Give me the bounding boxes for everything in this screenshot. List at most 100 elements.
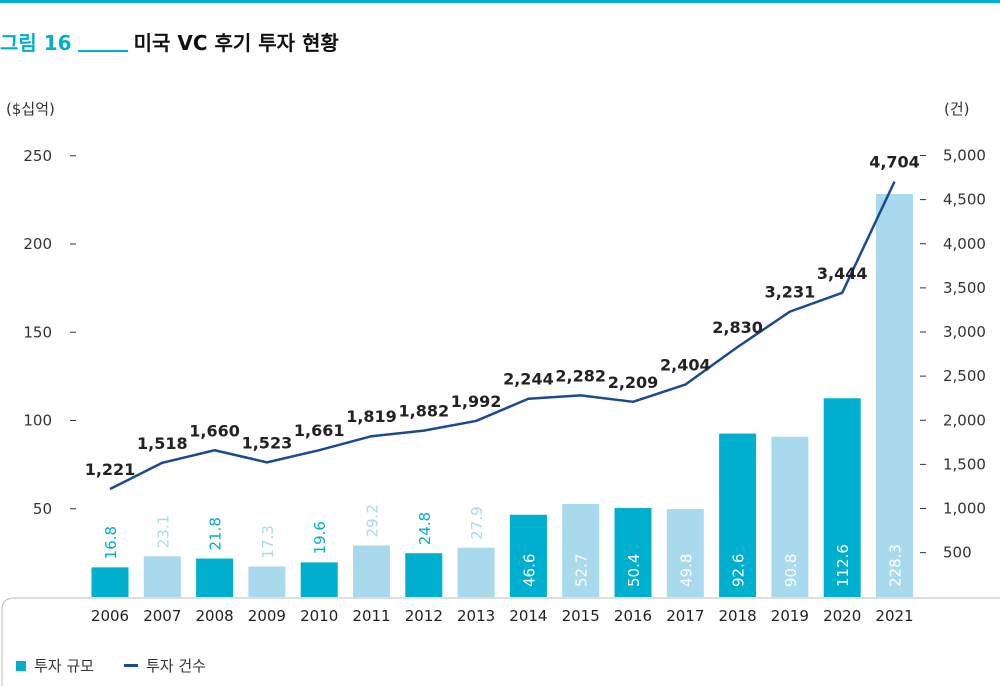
legend-bar-swatch (16, 660, 26, 671)
right-axis-tick-label: 1,000 (943, 500, 986, 518)
x-axis-tick-label: 2020 (823, 607, 861, 625)
bar-value-label: 228.3 (887, 544, 905, 587)
right-axis-tick-label: 4,000 (943, 235, 986, 253)
bar (509, 514, 547, 597)
x-axis-tick-label: 2009 (248, 607, 286, 625)
bar (143, 556, 181, 597)
line-value-label: 2,244 (503, 370, 554, 389)
legend-line-label: 투자 건수 (145, 657, 206, 675)
bar-series (91, 194, 913, 597)
line-value-label: 2,404 (660, 356, 711, 375)
bar (771, 436, 809, 597)
bar-value-label: 19.6 (311, 521, 329, 554)
line-value-label: 1,221 (85, 460, 136, 479)
left-axis-tick-label: 250 (23, 147, 52, 165)
bar-value-label: 21.8 (207, 517, 225, 550)
line-value-label: 1,882 (398, 402, 449, 421)
bar (405, 553, 443, 597)
line-path (109, 181, 896, 491)
line-value-label: 2,830 (712, 318, 763, 337)
top-accent-line (0, 0, 1000, 3)
bar-value-label: 49.8 (677, 554, 695, 587)
bar (666, 509, 704, 597)
bar-value-label: 112.6 (834, 544, 852, 587)
bar (91, 567, 129, 597)
left-axis: 50 100 150 200 250 (23, 147, 76, 518)
line-value-label: 1,518 (137, 434, 188, 453)
left-axis-tick-label: 150 (23, 323, 52, 341)
bar-value-label: 27.9 (468, 506, 486, 539)
bar-value-label: 16.8 (102, 526, 120, 559)
right-axis-tick-label: 3,000 (943, 323, 986, 341)
right-axis-tick-label: 3,500 (943, 279, 986, 297)
line-value-label: 2,282 (555, 366, 606, 385)
right-axis-tick-label: 2,500 (943, 367, 986, 385)
bar (614, 508, 652, 597)
right-axis-tick-label: 1,500 (943, 455, 986, 473)
bar (876, 194, 913, 597)
legend-line-swatch (123, 664, 138, 667)
bar-value-label: 50.4 (625, 554, 643, 587)
x-axis-tick-label: 2007 (143, 607, 181, 625)
line-series (109, 181, 896, 491)
right-axis: 500 1,000 1,500 2,000 2,500 3,000 3,500 4,000 4,… (920, 147, 986, 562)
x-axis-tick-label: 2013 (457, 607, 495, 625)
x-axis-tick-label: 2006 (91, 607, 129, 625)
figure-title: 미국 VC 후기 투자 현황 (133, 31, 339, 55)
bar-value-label: 52.7 (573, 554, 591, 587)
bar-value-label: 92.6 (730, 554, 748, 587)
x-axis-tick-label: 2012 (405, 607, 443, 625)
x-axis-tick-label: 2015 (562, 607, 600, 625)
x-axis-tick-label: 2018 (719, 607, 757, 625)
line-value-label: 3,444 (817, 264, 868, 283)
line-value-label: 1,660 (189, 421, 240, 440)
bar-value-label: 46.6 (520, 554, 538, 587)
line-value-label: 3,231 (765, 283, 816, 302)
line-value-label: 1,992 (451, 392, 502, 411)
x-axis-tick-label: 2019 (771, 607, 809, 625)
right-axis-unit-label: (건) (944, 100, 970, 118)
bar (196, 558, 234, 597)
frame-border (1, 597, 1000, 686)
bar (562, 503, 600, 597)
right-axis-tick-label: 5,000 (943, 147, 986, 165)
x-axis-tick-label: 2014 (509, 607, 547, 625)
left-axis-tick-label: 50 (33, 500, 52, 518)
bar (353, 545, 390, 597)
line-value-label: 1,661 (294, 421, 345, 440)
bar (719, 433, 757, 597)
legend-bar-label: 투자 규모 (34, 657, 94, 675)
bar (300, 562, 338, 597)
line-value-label: 2,209 (608, 373, 659, 392)
bar-value-label: 24.8 (416, 512, 434, 545)
bar-value-label: 23.1 (154, 515, 172, 548)
left-axis-unit-label: ($십억) (6, 100, 55, 118)
bar (823, 398, 861, 597)
left-axis-tick-label: 100 (23, 412, 52, 430)
title-separator-line (77, 50, 128, 52)
x-axis-tick-label: 2017 (666, 607, 704, 625)
bar-value-label: 29.2 (364, 504, 382, 537)
x-axis-tick-label: 2008 (196, 607, 234, 625)
x-axis-tick-label: 2021 (875, 607, 913, 625)
bar-value-label: 17.3 (259, 525, 277, 558)
figure-header: 그림 16 미국 VC 후기 투자 현황 (0, 26, 339, 56)
x-axis-tick-label: 2010 (300, 607, 338, 625)
legend: 투자 규모 투자 건수 (16, 655, 206, 676)
bar (248, 566, 286, 597)
line-value-label: 1,819 (346, 407, 397, 426)
x-axis: 2006 2007 2008 2009 2010 2011 2012 2013 2014 2015… (91, 607, 914, 625)
x-axis-tick-label: 2016 (614, 607, 652, 625)
x-axis-tick-label: 2011 (352, 607, 390, 625)
line-value-label: 4,704 (869, 153, 920, 172)
figure-label: 그림 16 (0, 31, 72, 55)
left-axis-tick-label: 200 (23, 235, 52, 253)
bar (457, 547, 495, 597)
bar-value-label: 90.8 (782, 554, 800, 587)
bar-value-labels: 16.8 23.1 21.8 17.3 19.6 29.2 24.8 27.9 46.6 52.7… (102, 504, 905, 587)
line-value-label: 1,523 (242, 433, 293, 452)
right-axis-tick-label: 500 (943, 544, 972, 562)
right-axis-tick-label: 2,000 (943, 411, 986, 429)
